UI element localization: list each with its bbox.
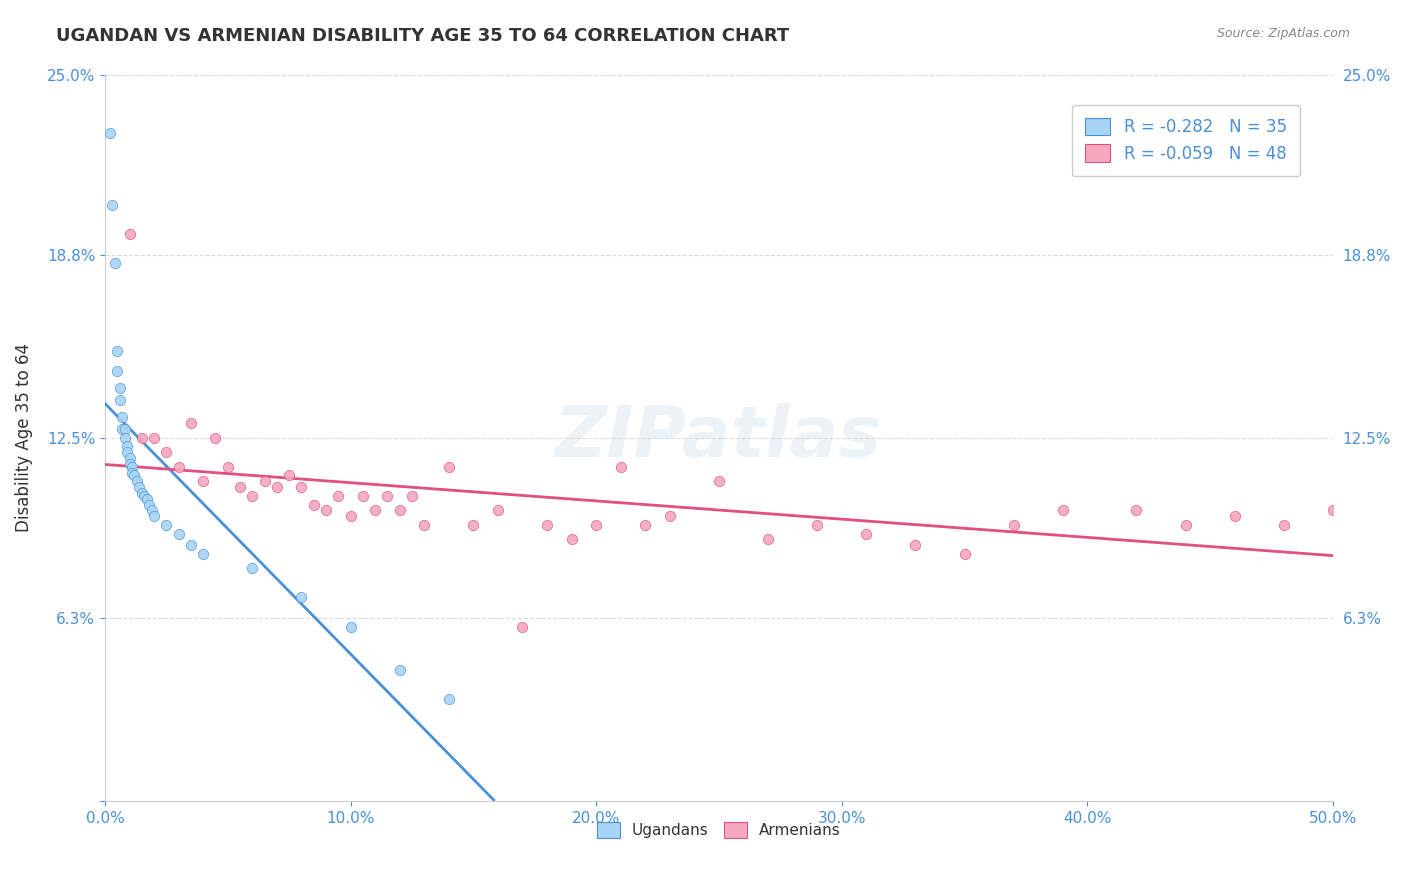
- Point: [105, 364, 128, 378]
- Point: [111, 422, 134, 436]
- Point: [108, 392, 131, 407]
- Point: [339, 619, 361, 633]
- Point: [121, 466, 143, 480]
- Point: [217, 459, 239, 474]
- Point: [377, 489, 399, 503]
- Point: [229, 480, 252, 494]
- Point: [101, 198, 124, 212]
- Point: [290, 480, 312, 494]
- Point: [121, 459, 143, 474]
- Text: UGANDAN VS ARMENIAN DISABILITY AGE 35 TO 64 CORRELATION CHART: UGANDAN VS ARMENIAN DISABILITY AGE 35 TO…: [56, 27, 790, 45]
- Point: [1174, 517, 1197, 532]
- Point: [118, 450, 141, 465]
- Point: [806, 517, 828, 532]
- Point: [486, 503, 509, 517]
- Point: [111, 410, 134, 425]
- Point: [388, 503, 411, 517]
- Point: [193, 547, 215, 561]
- Point: [1223, 509, 1246, 524]
- Point: [315, 503, 337, 517]
- Point: [352, 489, 374, 503]
- Point: [124, 468, 146, 483]
- Point: [155, 445, 177, 459]
- Point: [1052, 503, 1074, 517]
- Point: [1125, 503, 1147, 517]
- Y-axis label: Disability Age 35 to 64: Disability Age 35 to 64: [15, 343, 32, 533]
- Point: [253, 475, 276, 489]
- Point: [180, 538, 202, 552]
- Point: [953, 547, 976, 561]
- Point: [114, 422, 136, 436]
- Point: [1322, 503, 1344, 517]
- Point: [561, 533, 583, 547]
- Point: [278, 468, 301, 483]
- Point: [437, 692, 460, 706]
- Point: [115, 445, 138, 459]
- Point: [585, 517, 607, 532]
- Point: [266, 480, 288, 494]
- Point: [339, 509, 361, 524]
- Point: [135, 491, 157, 506]
- Point: [855, 526, 877, 541]
- Point: [328, 489, 350, 503]
- Point: [104, 256, 127, 270]
- Text: ZIPatlas: ZIPatlas: [555, 403, 883, 472]
- Point: [125, 475, 148, 489]
- Point: [155, 517, 177, 532]
- Point: [105, 343, 128, 358]
- Legend: Ugandans, Armenians: Ugandans, Armenians: [591, 816, 846, 844]
- Point: [118, 227, 141, 242]
- Point: [131, 431, 153, 445]
- Point: [167, 459, 190, 474]
- Point: [388, 663, 411, 677]
- Point: [115, 439, 138, 453]
- Point: [401, 489, 423, 503]
- Point: [302, 498, 325, 512]
- Point: [707, 475, 730, 489]
- Point: [437, 459, 460, 474]
- Point: [143, 509, 166, 524]
- Point: [290, 591, 312, 605]
- Point: [98, 126, 121, 140]
- Point: [904, 538, 927, 552]
- Point: [131, 486, 153, 500]
- Point: [240, 561, 263, 575]
- Text: Source: ZipAtlas.com: Source: ZipAtlas.com: [1216, 27, 1350, 40]
- Point: [138, 498, 160, 512]
- Point: [240, 489, 263, 503]
- Point: [193, 475, 215, 489]
- Point: [167, 526, 190, 541]
- Point: [108, 381, 131, 395]
- Point: [141, 503, 163, 517]
- Point: [143, 431, 166, 445]
- Point: [463, 517, 485, 532]
- Point: [634, 517, 657, 532]
- Point: [134, 489, 156, 503]
- Point: [756, 533, 779, 547]
- Point: [1272, 517, 1295, 532]
- Point: [512, 619, 534, 633]
- Point: [1002, 517, 1025, 532]
- Point: [364, 503, 387, 517]
- Point: [204, 431, 226, 445]
- Point: [536, 517, 558, 532]
- Point: [609, 459, 631, 474]
- Point: [180, 416, 202, 430]
- Point: [118, 457, 141, 471]
- Point: [114, 431, 136, 445]
- Point: [128, 480, 150, 494]
- Point: [413, 517, 436, 532]
- Point: [658, 509, 681, 524]
